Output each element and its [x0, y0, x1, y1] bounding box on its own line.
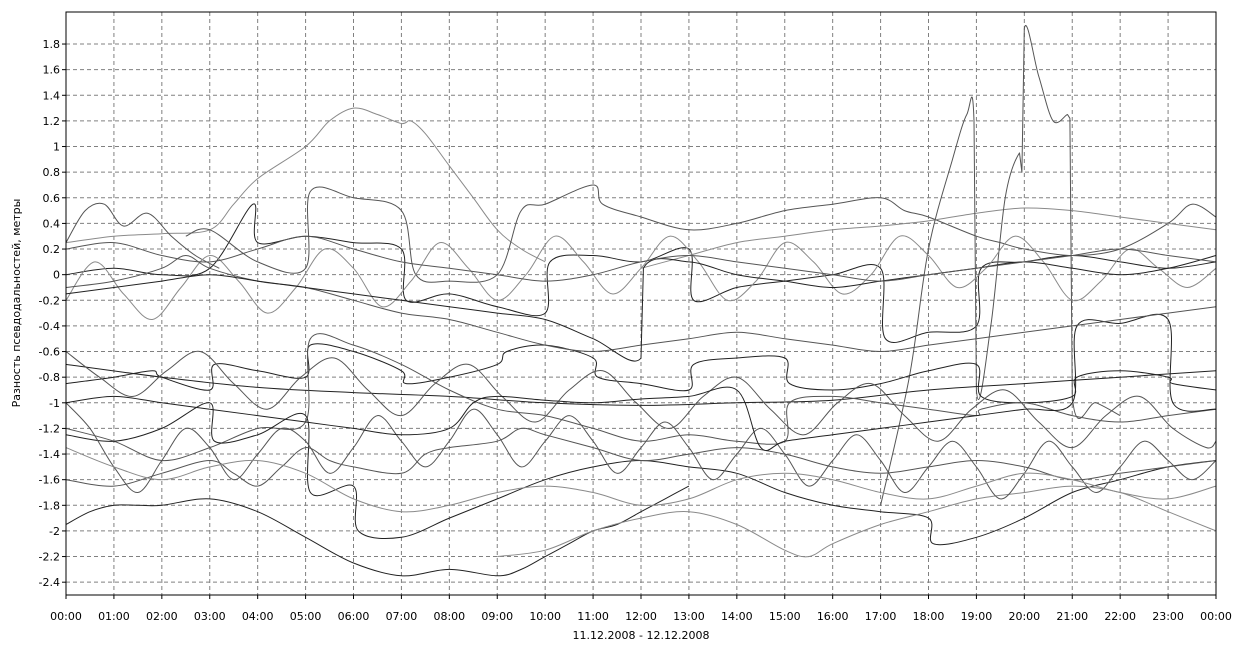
series-line-20 — [65, 447, 1217, 513]
series-line-21 — [65, 235, 1217, 282]
x-tick-label: 04:00 — [242, 610, 274, 623]
x-axis: 00:00 01:00 02:00 03:00 04:00 05:00 06:00 07:00… — [50, 595, 1232, 623]
series-line-4 — [185, 184, 1217, 283]
y-tick-label: 1.4 — [43, 89, 61, 102]
x-tick-label: 23:00 — [1152, 610, 1184, 623]
series-line-9 — [65, 333, 1217, 462]
y-tick-label: -1.2 — [39, 422, 60, 435]
x-tick-label: 14:00 — [721, 610, 753, 623]
y-tick-label: -2.2 — [39, 551, 60, 564]
y-tick-label: -0.8 — [39, 371, 60, 384]
x-tick-label: 17:00 — [865, 610, 897, 623]
y-axis: 1.8 1.6 1.4 1.2 1 0.8 0.6 0.4 0.2 0 -0.2 -0.4 -0.6 -0… — [39, 38, 66, 589]
y-tick-label: 1.2 — [43, 115, 61, 128]
series-line-5 — [640, 207, 1217, 269]
x-tick-label: 02:00 — [146, 610, 178, 623]
series-line-16 — [65, 350, 1217, 449]
y-tick-label: -1.4 — [39, 448, 60, 461]
y-tick-label: 0 — [53, 269, 60, 282]
x-tick-label: 12:00 — [625, 610, 657, 623]
x-tick-label: 13:00 — [673, 610, 705, 623]
x-tick-label: 00:00 — [1200, 610, 1232, 623]
x-tick-label: 00:00 — [50, 610, 82, 623]
series-line-8 — [65, 363, 1217, 406]
y-tick-label: 0.6 — [43, 192, 61, 205]
x-tick-label: 06:00 — [338, 610, 370, 623]
y-tick-label: -2 — [49, 525, 60, 538]
y-tick-label: 1.6 — [43, 64, 61, 77]
x-tick-label: 01:00 — [98, 610, 130, 623]
y-tick-label: 0.8 — [43, 166, 61, 179]
x-tick-label: 09:00 — [481, 610, 513, 623]
x-tick-label: 16:00 — [817, 610, 849, 623]
x-tick-label: 05:00 — [290, 610, 322, 623]
x-tick-label: 07:00 — [386, 610, 418, 623]
y-tick-label: 0.2 — [43, 243, 61, 256]
x-tick-label: 18:00 — [913, 610, 945, 623]
x-tick-label: 20:00 — [1008, 610, 1040, 623]
y-tick-label: 0.4 — [43, 217, 61, 230]
y-tick-label: -1.8 — [39, 499, 60, 512]
y-tick-label: -0.6 — [39, 346, 60, 359]
x-tick-label: 22:00 — [1104, 610, 1136, 623]
x-tick-label: 21:00 — [1056, 610, 1088, 623]
series-line-10 — [65, 402, 1217, 546]
y-tick-label: -0.4 — [39, 320, 60, 333]
series-line-17 — [65, 313, 1217, 452]
y-axis-title: Разность псевдодальностей, метры — [10, 199, 23, 408]
y-tick-label: -2.4 — [39, 576, 60, 589]
series-line-1 — [65, 107, 546, 263]
x-tick-label: 19:00 — [961, 610, 993, 623]
series-line-6 — [880, 25, 1121, 506]
x-tick-label: 11:00 — [577, 610, 609, 623]
x-tick-label: 10:00 — [529, 610, 561, 623]
y-tick-label: 1.8 — [43, 38, 61, 51]
y-tick-label: -0.2 — [39, 294, 60, 307]
series-line-12 — [497, 485, 1217, 558]
y-tick-label: -1 — [49, 397, 60, 410]
y-tick-label: -1.6 — [39, 474, 60, 487]
series-line-11 — [65, 485, 690, 577]
x-tick-label: 03:00 — [194, 610, 226, 623]
series-line-18 — [65, 255, 1217, 352]
series-line-3 — [65, 202, 220, 269]
x-tick-label: 08:00 — [433, 610, 465, 623]
x-axis-title: 11.12.2008 - 12.12.2008 — [573, 629, 710, 642]
series-line-15 — [65, 235, 1217, 321]
series-line-13 — [65, 427, 1217, 487]
y-tick-label: 1 — [53, 141, 60, 154]
x-tick-label: 15:00 — [769, 610, 801, 623]
series-group — [65, 25, 1217, 577]
